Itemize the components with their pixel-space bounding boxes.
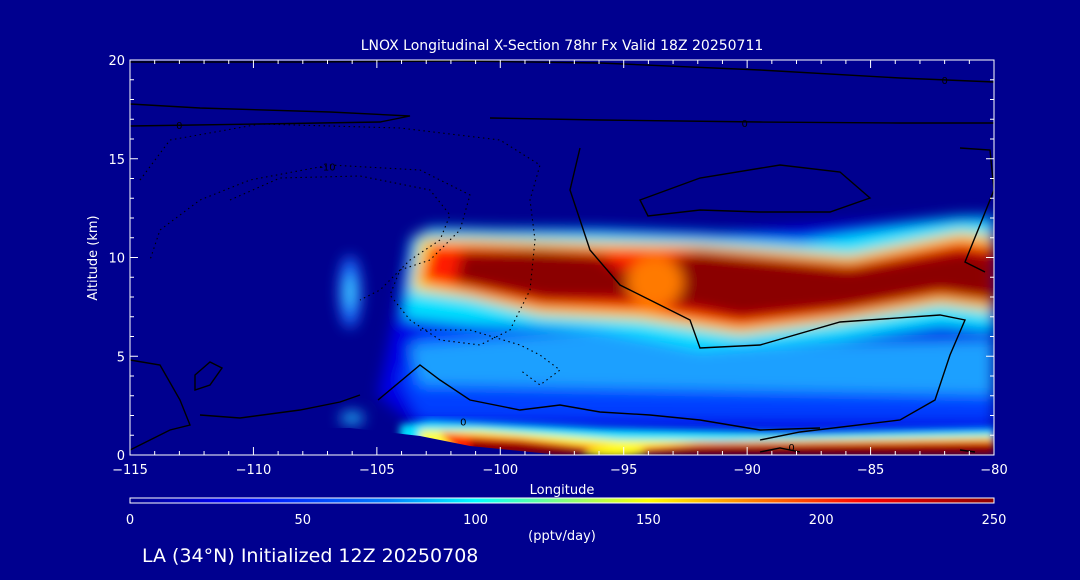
- contour-label: 0: [941, 76, 947, 87]
- x-tick-label: −105: [359, 463, 395, 478]
- contour-solid-top: [130, 60, 994, 83]
- plot-area: 0 0 0 -10 0 0: [129, 59, 995, 456]
- contour-solid-small-left: [194, 361, 224, 391]
- contour-dotted-lower: [420, 329, 561, 386]
- contour-solid-upper-right: [489, 117, 994, 124]
- contour-solid-lower-mid: [377, 364, 821, 431]
- contour-solid-surface-right: [759, 447, 976, 453]
- field-upper-darkred: [455, 250, 992, 318]
- field-cell-upper-core: [345, 274, 355, 310]
- y-tick-label: 0: [117, 449, 125, 464]
- contour-solid-right-edge: [959, 147, 994, 273]
- colorbar-tick-label: 200: [809, 513, 834, 528]
- x-tick-label: −90: [733, 463, 760, 478]
- colorbar-ticks: 0 50 100 150 200 250: [126, 513, 1007, 528]
- contour-dotted-inner: [229, 175, 451, 301]
- footer-label: LA (34°N) Initialized 12Z 20250708: [142, 545, 478, 567]
- y-tick-label: 10: [108, 252, 125, 267]
- contour-dotted-outer: [139, 123, 541, 346]
- contour-solid-lower-left: [130, 359, 191, 451]
- field-surface-darkred: [470, 440, 994, 455]
- contour-label: 0: [741, 119, 747, 130]
- contour-solid-bottom: [199, 394, 361, 419]
- contour-lines: [130, 60, 994, 453]
- y-axis: 0 5 10 15 20: [108, 54, 994, 464]
- field-mid-cyan: [410, 330, 994, 395]
- colorbar-tick-label: 250: [982, 513, 1007, 528]
- x-tick-label: −85: [857, 463, 884, 478]
- field-surface-yellow-patch: [585, 447, 645, 455]
- x-axis-label: Longitude: [530, 483, 595, 498]
- contour-label: -10: [319, 163, 335, 174]
- y-axis-label: Altitude (km): [86, 215, 101, 300]
- heatmap-field: [130, 215, 994, 455]
- contour-solid-blob-right: [639, 164, 872, 217]
- contour-solid-trough: [569, 147, 966, 441]
- contour-label: 0: [788, 443, 794, 454]
- colorbar-label: (pptv/day): [528, 529, 596, 544]
- x-tick-label: −110: [236, 463, 272, 478]
- surface-mask: [130, 428, 560, 455]
- field-gap-orange: [627, 256, 683, 308]
- x-tick-label: −100: [482, 463, 518, 478]
- field-cell-lower: [340, 412, 364, 424]
- x-tick-label: −80: [980, 463, 1007, 478]
- contour-label: 0: [176, 121, 182, 132]
- contour-label: 0: [460, 417, 466, 428]
- colorbar-bar: [129, 497, 995, 504]
- x-axis: −115 −110 −105 −100 −95 −90 −85 −80: [112, 60, 1008, 478]
- x-tick-label: −115: [112, 463, 148, 478]
- y-tick-label: 20: [108, 54, 125, 69]
- x-tick-label: −95: [610, 463, 637, 478]
- y-tick-label: 5: [117, 350, 125, 365]
- colorbar: 0 50 100 150 200 250 (pptv/day): [126, 497, 1007, 544]
- colorbar-tick-label: 0: [126, 513, 134, 528]
- colorbar-tick-label: 50: [295, 513, 312, 528]
- chart-title: LNOX Longitudinal X-Section 78hr Fx Vali…: [361, 38, 764, 54]
- colorbar-tick-label: 150: [636, 513, 661, 528]
- colorbar-tick-label: 100: [463, 513, 488, 528]
- y-tick-label: 15: [108, 153, 125, 168]
- contour-labels: 0 0 0 -10 0 0: [176, 76, 948, 454]
- contour-dotted-lines: [139, 123, 561, 386]
